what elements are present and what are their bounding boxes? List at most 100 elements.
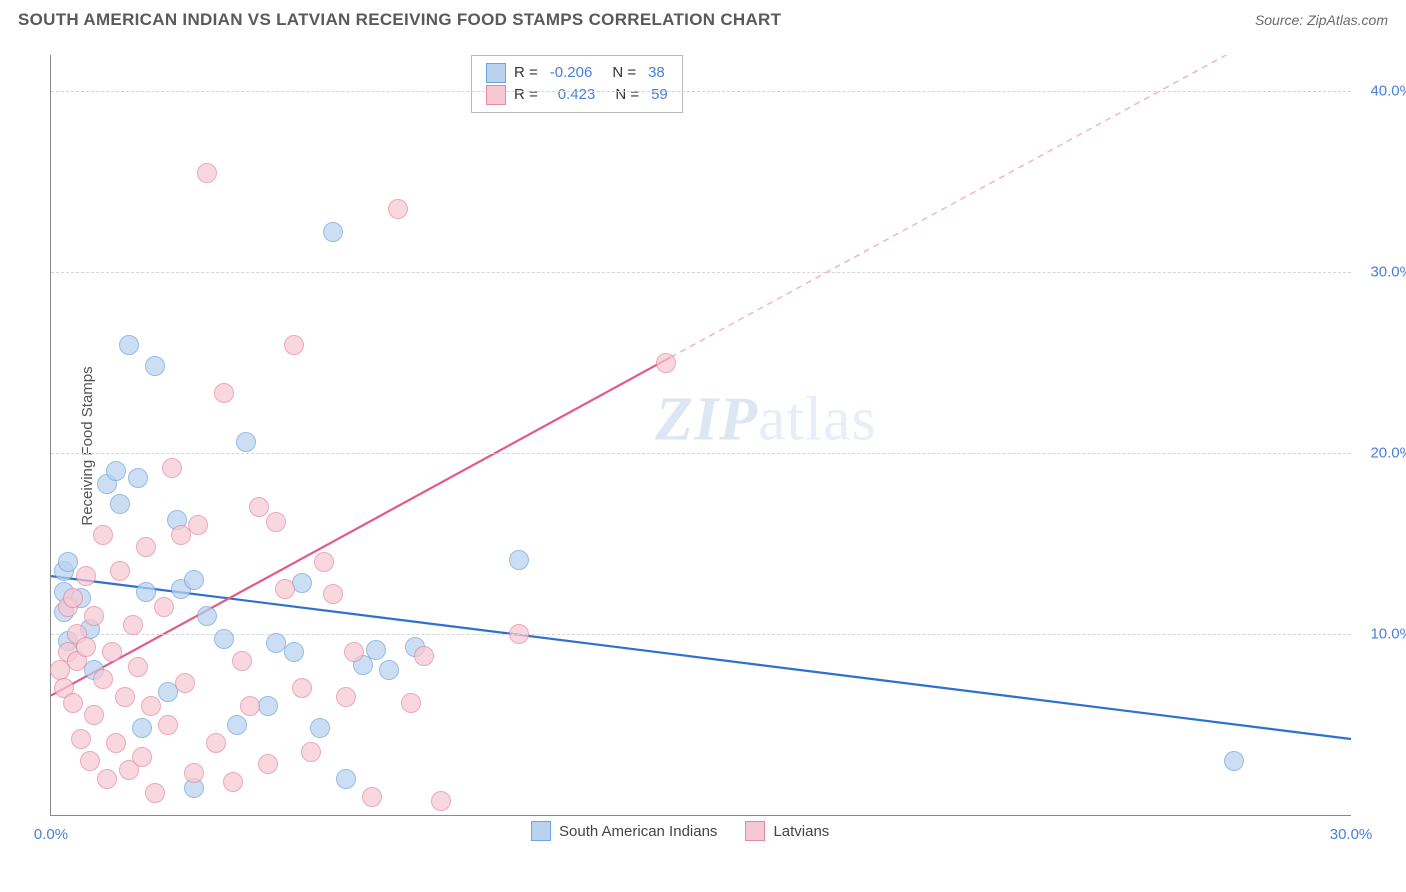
scatter-point xyxy=(431,791,451,811)
legend-swatch-blue xyxy=(486,63,506,83)
legend-label: Latvians xyxy=(773,823,829,840)
scatter-point xyxy=(323,584,343,604)
scatter-point xyxy=(128,657,148,677)
scatter-point xyxy=(132,718,152,738)
scatter-point xyxy=(80,751,100,771)
scatter-point xyxy=(206,733,226,753)
scatter-point xyxy=(128,468,148,488)
y-tick-label: 40.0% xyxy=(1370,83,1406,100)
scatter-point xyxy=(93,669,113,689)
scatter-point xyxy=(141,696,161,716)
grid-line xyxy=(51,634,1351,635)
scatter-point xyxy=(401,693,421,713)
scatter-point xyxy=(214,629,234,649)
grid-line xyxy=(51,91,1351,92)
scatter-point xyxy=(292,573,312,593)
scatter-point xyxy=(284,335,304,355)
scatter-point xyxy=(388,199,408,219)
scatter-point xyxy=(106,733,126,753)
scatter-point xyxy=(58,552,78,572)
scatter-point xyxy=(223,772,243,792)
scatter-point xyxy=(158,715,178,735)
scatter-point xyxy=(656,353,676,373)
y-tick-label: 30.0% xyxy=(1370,264,1406,281)
scatter-point xyxy=(84,705,104,725)
legend-item: Latvians xyxy=(745,821,829,841)
scatter-point xyxy=(323,222,343,242)
legend-swatch-pink xyxy=(745,821,765,841)
scatter-point xyxy=(214,383,234,403)
scatter-point xyxy=(132,747,152,767)
scatter-point xyxy=(414,646,434,666)
scatter-point xyxy=(110,494,130,514)
scatter-point xyxy=(284,642,304,662)
scatter-point xyxy=(162,458,182,478)
legend-swatch-pink xyxy=(486,85,506,105)
scatter-point xyxy=(145,783,165,803)
scatter-point xyxy=(110,561,130,581)
legend-item: South American Indians xyxy=(531,821,717,841)
watermark: ZIPatlas xyxy=(655,384,877,455)
grid-line xyxy=(51,272,1351,273)
scatter-point xyxy=(366,640,386,660)
scatter-point xyxy=(84,606,104,626)
scatter-point xyxy=(301,742,321,762)
scatter-point xyxy=(227,715,247,735)
scatter-point xyxy=(119,335,139,355)
n-label: N = xyxy=(612,62,636,84)
chart-plot-area: ZIPatlas R = -0.206 N = 38 R = 0.423 N =… xyxy=(50,55,1351,816)
stats-legend-row: R = 0.423 N = 59 xyxy=(486,84,668,106)
scatter-point xyxy=(509,624,529,644)
legend-label: South American Indians xyxy=(559,823,717,840)
scatter-point xyxy=(314,552,334,572)
scatter-point xyxy=(97,769,117,789)
series-legend: South American Indians Latvians xyxy=(531,821,829,841)
scatter-point xyxy=(310,718,330,738)
scatter-point xyxy=(184,570,204,590)
scatter-point xyxy=(292,678,312,698)
scatter-point xyxy=(240,696,260,716)
grid-line xyxy=(51,453,1351,454)
r-label: R = xyxy=(514,62,538,84)
scatter-point xyxy=(76,637,96,657)
scatter-point xyxy=(71,729,91,749)
scatter-point xyxy=(175,673,195,693)
scatter-point xyxy=(93,525,113,545)
scatter-point xyxy=(63,693,83,713)
stats-legend-row: R = -0.206 N = 38 xyxy=(486,62,668,84)
scatter-point xyxy=(145,356,165,376)
scatter-point xyxy=(102,642,122,662)
scatter-point xyxy=(509,550,529,570)
scatter-point xyxy=(336,769,356,789)
scatter-point xyxy=(258,754,278,774)
scatter-point xyxy=(344,642,364,662)
x-tick-label: 0.0% xyxy=(34,826,68,843)
scatter-point xyxy=(123,615,143,635)
n-label: N = xyxy=(615,84,639,106)
scatter-point xyxy=(1224,751,1244,771)
scatter-point xyxy=(136,582,156,602)
scatter-point xyxy=(258,696,278,716)
scatter-point xyxy=(362,787,382,807)
scatter-point xyxy=(266,512,286,532)
n-value-1: 38 xyxy=(648,62,665,84)
scatter-point xyxy=(236,432,256,452)
scatter-point xyxy=(197,606,217,626)
source-label: Source: ZipAtlas.com xyxy=(1255,12,1388,28)
scatter-point xyxy=(63,588,83,608)
scatter-point xyxy=(184,763,204,783)
r-label: R = xyxy=(514,84,538,106)
n-value-2: 59 xyxy=(651,84,668,106)
chart-title: SOUTH AMERICAN INDIAN VS LATVIAN RECEIVI… xyxy=(18,10,781,30)
scatter-point xyxy=(76,566,96,586)
scatter-point xyxy=(115,687,135,707)
x-tick-label: 30.0% xyxy=(1330,826,1373,843)
scatter-point xyxy=(249,497,269,517)
r-value-1: -0.206 xyxy=(550,62,593,84)
scatter-point xyxy=(154,597,174,617)
scatter-point xyxy=(197,163,217,183)
scatter-point xyxy=(136,537,156,557)
scatter-point xyxy=(379,660,399,680)
scatter-point xyxy=(232,651,252,671)
r-value-2: 0.423 xyxy=(558,84,596,106)
